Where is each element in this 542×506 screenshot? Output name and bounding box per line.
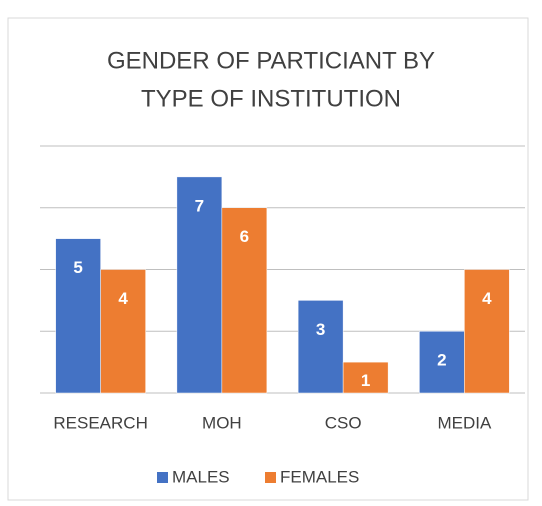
bar [221, 207, 268, 394]
bar [176, 176, 223, 394]
data-label: 2 [437, 351, 446, 370]
chart-title: TYPE OF INSTITUTION [141, 85, 401, 112]
data-label: 6 [240, 227, 249, 246]
bar [100, 269, 146, 394]
x-tick-label: MOH [202, 413, 242, 432]
data-label: 5 [73, 258, 82, 277]
data-label: 4 [482, 289, 492, 308]
data-label: 7 [195, 196, 204, 215]
bar [464, 269, 510, 394]
x-tick-label: RESEARCH [53, 413, 147, 432]
chart-title: GENDER OF PARTICIANT BY [107, 47, 435, 74]
bar [297, 300, 344, 394]
legend-swatch [157, 472, 168, 483]
bar [419, 331, 465, 394]
legend-label: FEMALES [280, 467, 359, 486]
bar [55, 238, 101, 394]
bar [342, 361, 389, 394]
data-label: 1 [361, 371, 370, 390]
x-tick-label: MEDIA [437, 413, 492, 432]
data-label: 4 [118, 289, 128, 308]
legend-label: MALES [172, 467, 230, 486]
data-label: 3 [316, 320, 325, 339]
legend-swatch [265, 472, 276, 483]
x-tick-label: CSO [325, 413, 362, 432]
